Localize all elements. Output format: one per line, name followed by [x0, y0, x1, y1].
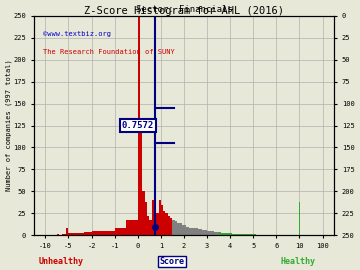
Bar [64, 234, 66, 235]
Bar [68, 233, 72, 235]
Bar [189, 228, 191, 235]
Bar [115, 228, 126, 235]
Bar [205, 230, 207, 235]
Bar [191, 228, 193, 235]
Bar [154, 209, 156, 235]
Bar [76, 233, 80, 235]
Bar [239, 234, 242, 235]
Bar [158, 200, 161, 235]
Bar [66, 228, 68, 235]
Bar [244, 234, 246, 235]
Bar [149, 220, 152, 235]
Bar [228, 233, 230, 235]
Bar [219, 232, 221, 235]
Text: Healthy: Healthy [280, 257, 315, 266]
Bar [57, 234, 59, 235]
Bar [177, 223, 179, 235]
Title: Z-Score Histogram for AHL (2016): Z-Score Histogram for AHL (2016) [84, 6, 284, 16]
Bar [210, 231, 212, 235]
Bar [223, 233, 225, 235]
Bar [230, 233, 233, 235]
Bar [212, 231, 214, 235]
Bar [138, 17, 140, 235]
Bar [156, 214, 158, 235]
Bar [221, 233, 223, 235]
Bar [172, 220, 175, 235]
Bar [84, 232, 88, 235]
Bar [103, 231, 115, 235]
Bar [216, 232, 219, 235]
Bar [80, 233, 84, 235]
Bar [88, 232, 91, 235]
Bar [152, 200, 154, 235]
Bar [168, 216, 170, 235]
Text: ©www.textbiz.org: ©www.textbiz.org [43, 31, 111, 37]
Bar [126, 220, 138, 235]
Bar [175, 221, 177, 235]
Bar [182, 225, 184, 235]
Bar [186, 227, 189, 235]
Bar [170, 218, 172, 235]
Bar [235, 234, 237, 235]
Bar [62, 234, 64, 235]
Y-axis label: Number of companies (997 total): Number of companies (997 total) [5, 60, 12, 191]
Bar [193, 228, 195, 235]
Bar [184, 225, 186, 235]
Bar [249, 234, 251, 235]
Bar [166, 214, 168, 235]
Bar [147, 216, 149, 235]
Text: Score: Score [159, 257, 184, 266]
Bar [200, 229, 202, 235]
Bar [198, 229, 200, 235]
Bar [195, 228, 198, 235]
Text: Sector: Financials: Sector: Financials [136, 5, 232, 15]
Text: Unhealthy: Unhealthy [39, 257, 84, 266]
Bar [145, 202, 147, 235]
Bar [142, 191, 145, 235]
Bar [237, 234, 239, 235]
Bar [246, 234, 249, 235]
Bar [163, 211, 166, 235]
Bar [253, 234, 256, 235]
Bar [214, 232, 216, 235]
Bar [179, 223, 182, 235]
Bar [140, 130, 142, 235]
Bar [233, 234, 235, 235]
Bar [161, 205, 163, 235]
Bar [251, 234, 253, 235]
Bar [207, 231, 210, 235]
Bar [91, 231, 103, 235]
Bar [202, 230, 205, 235]
Bar [225, 233, 228, 235]
Text: 0.7572: 0.7572 [122, 121, 154, 130]
Text: The Research Foundation of SUNY: The Research Foundation of SUNY [43, 49, 175, 55]
Bar [72, 233, 76, 235]
Bar [242, 234, 244, 235]
